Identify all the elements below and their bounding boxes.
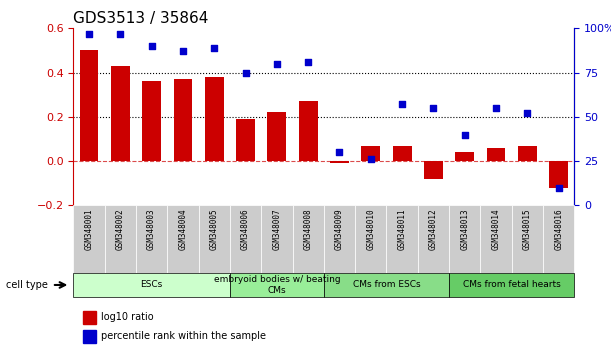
FancyBboxPatch shape bbox=[449, 205, 480, 273]
Point bbox=[210, 45, 219, 51]
Text: GSM348013: GSM348013 bbox=[460, 209, 469, 250]
Point bbox=[460, 132, 470, 137]
Bar bbox=[142, 81, 161, 161]
Point bbox=[115, 31, 125, 36]
Text: GSM348001: GSM348001 bbox=[84, 209, 93, 250]
Text: GSM348004: GSM348004 bbox=[178, 209, 188, 250]
FancyBboxPatch shape bbox=[73, 205, 104, 273]
Point bbox=[428, 105, 438, 111]
Text: GSM348014: GSM348014 bbox=[492, 209, 500, 250]
FancyBboxPatch shape bbox=[511, 205, 543, 273]
Text: cell type: cell type bbox=[6, 280, 48, 290]
FancyBboxPatch shape bbox=[136, 205, 167, 273]
Bar bbox=[330, 161, 349, 163]
Bar bbox=[79, 51, 98, 161]
Bar bbox=[205, 77, 224, 161]
Bar bbox=[455, 152, 474, 161]
Point bbox=[241, 70, 251, 75]
Bar bbox=[111, 66, 130, 161]
FancyBboxPatch shape bbox=[293, 205, 324, 273]
FancyBboxPatch shape bbox=[230, 273, 324, 297]
Text: GSM348016: GSM348016 bbox=[554, 209, 563, 250]
Bar bbox=[361, 145, 380, 161]
Point bbox=[178, 48, 188, 54]
Text: GSM348015: GSM348015 bbox=[523, 209, 532, 250]
FancyBboxPatch shape bbox=[480, 205, 511, 273]
FancyBboxPatch shape bbox=[324, 205, 355, 273]
Bar bbox=[486, 148, 505, 161]
Text: CMs from fetal hearts: CMs from fetal hearts bbox=[463, 280, 560, 290]
Bar bbox=[83, 330, 96, 343]
FancyBboxPatch shape bbox=[449, 273, 574, 297]
Text: log10 ratio: log10 ratio bbox=[101, 312, 153, 322]
Text: GSM348010: GSM348010 bbox=[367, 209, 375, 250]
Text: GSM348007: GSM348007 bbox=[273, 209, 281, 250]
Point bbox=[522, 110, 532, 116]
Point bbox=[84, 31, 94, 36]
Text: embryoid bodies w/ beating
CMs: embryoid bodies w/ beating CMs bbox=[214, 275, 340, 295]
Text: GSM348002: GSM348002 bbox=[116, 209, 125, 250]
Bar bbox=[83, 311, 96, 324]
Point bbox=[303, 59, 313, 65]
FancyBboxPatch shape bbox=[543, 205, 574, 273]
FancyBboxPatch shape bbox=[262, 205, 293, 273]
Text: GSM348009: GSM348009 bbox=[335, 209, 344, 250]
Bar bbox=[518, 145, 536, 161]
Point bbox=[366, 156, 376, 162]
Bar bbox=[268, 113, 286, 161]
Bar bbox=[236, 119, 255, 161]
Text: percentile rank within the sample: percentile rank within the sample bbox=[101, 331, 266, 341]
Text: ESCs: ESCs bbox=[141, 280, 163, 290]
Text: GSM348012: GSM348012 bbox=[429, 209, 438, 250]
FancyBboxPatch shape bbox=[199, 205, 230, 273]
Point bbox=[335, 149, 345, 155]
Text: GDS3513 / 35864: GDS3513 / 35864 bbox=[73, 11, 209, 26]
Text: GSM348006: GSM348006 bbox=[241, 209, 250, 250]
FancyBboxPatch shape bbox=[167, 205, 199, 273]
Point bbox=[397, 102, 407, 107]
Text: GSM348011: GSM348011 bbox=[398, 209, 406, 250]
Text: GSM348008: GSM348008 bbox=[304, 209, 313, 250]
Bar bbox=[424, 161, 443, 179]
FancyBboxPatch shape bbox=[355, 205, 386, 273]
Bar bbox=[299, 101, 318, 161]
FancyBboxPatch shape bbox=[104, 205, 136, 273]
Bar bbox=[549, 161, 568, 188]
Point bbox=[554, 185, 563, 190]
Point bbox=[491, 105, 501, 111]
Bar bbox=[174, 79, 192, 161]
FancyBboxPatch shape bbox=[324, 273, 449, 297]
FancyBboxPatch shape bbox=[73, 273, 230, 297]
Text: CMs from ESCs: CMs from ESCs bbox=[353, 280, 420, 290]
FancyBboxPatch shape bbox=[230, 205, 262, 273]
Text: GSM348003: GSM348003 bbox=[147, 209, 156, 250]
Point bbox=[272, 61, 282, 67]
Point bbox=[147, 43, 156, 49]
FancyBboxPatch shape bbox=[386, 205, 418, 273]
Bar bbox=[393, 145, 412, 161]
FancyBboxPatch shape bbox=[418, 205, 449, 273]
Text: GSM348005: GSM348005 bbox=[210, 209, 219, 250]
